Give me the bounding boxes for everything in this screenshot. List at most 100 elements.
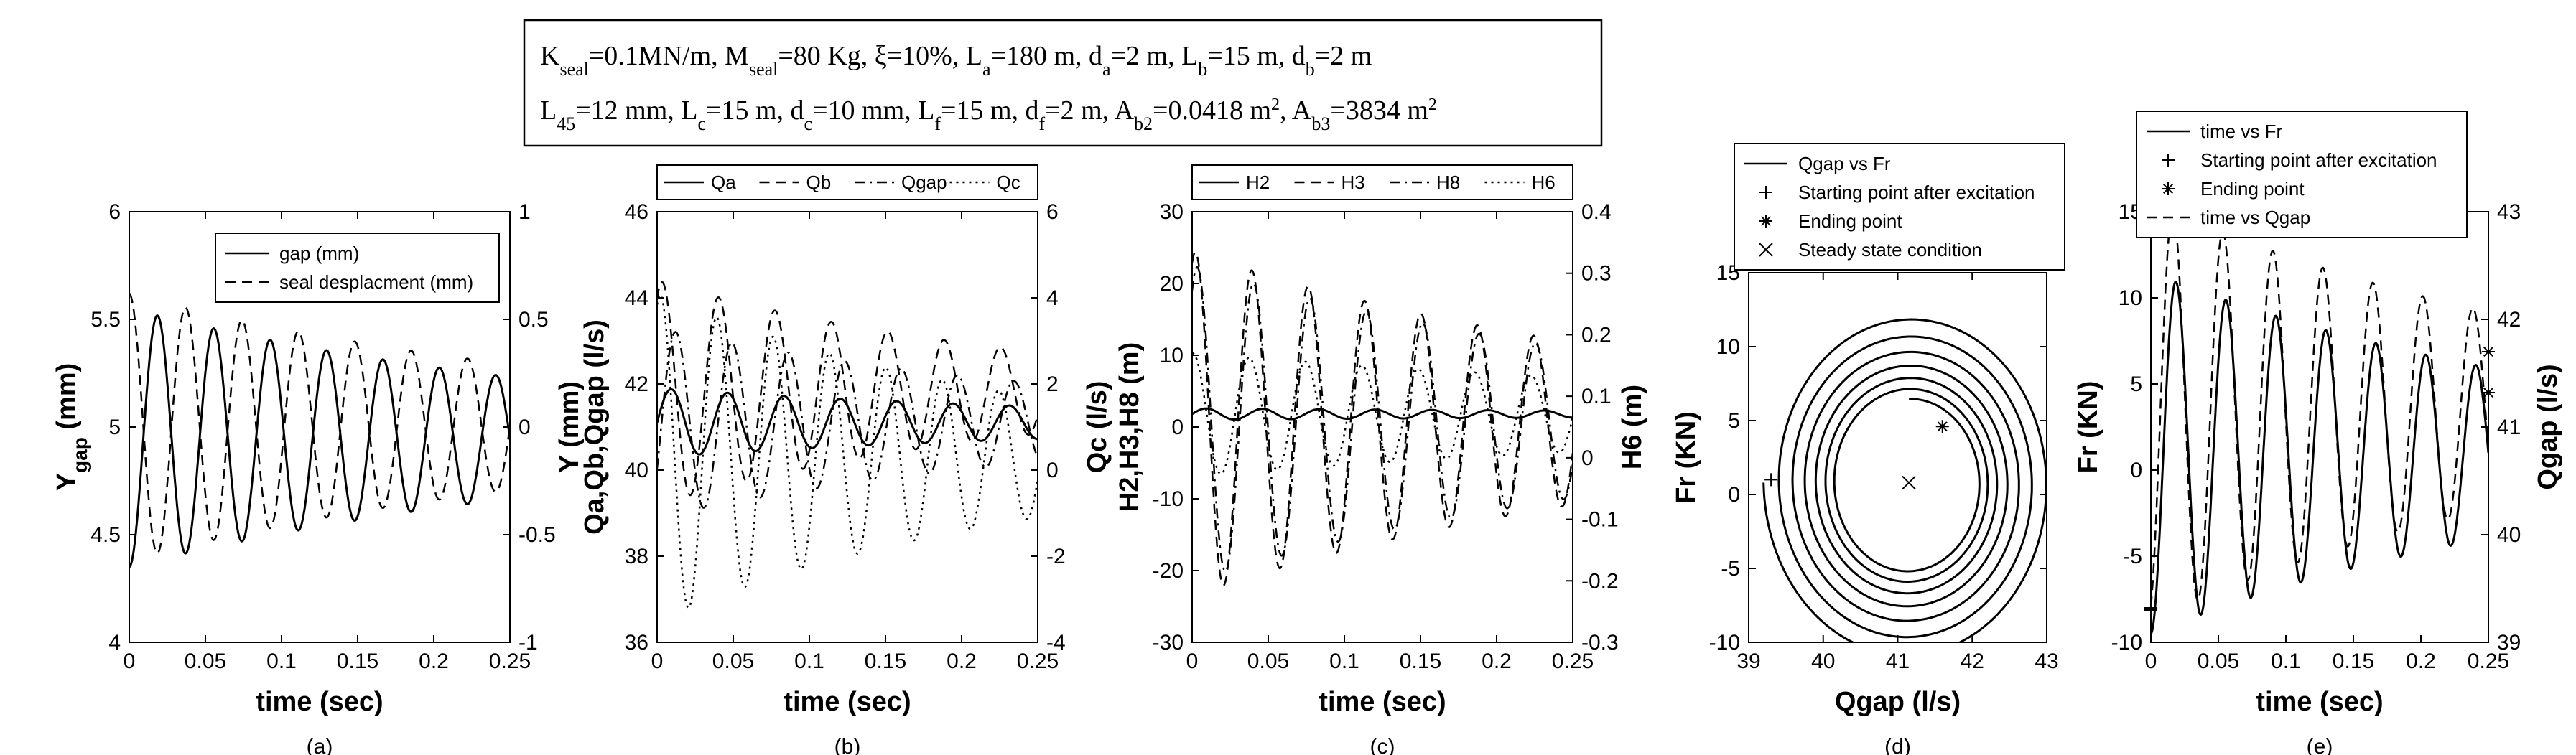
legend: Qa Qb Qgap Qc bbox=[656, 164, 1038, 200]
subscript: seal bbox=[559, 59, 588, 80]
text-segment: L bbox=[540, 95, 557, 126]
subscript: a bbox=[1102, 59, 1111, 80]
x-tick-label: 0.25 bbox=[2468, 650, 2509, 673]
y-right-tick-label: 0 bbox=[1581, 446, 1594, 470]
x-tick-label: 0.05 bbox=[712, 650, 754, 673]
subscript: b2 bbox=[1134, 113, 1153, 134]
x-axis-label: Qgap (l/s) bbox=[1835, 687, 1961, 717]
chart-c: 0 0.05 0.1 0.15 0.2 0.25 -30 -20 -10 0 10 20 30 -0.3 -… bbox=[1115, 164, 1647, 755]
legend-entry: Qa bbox=[711, 172, 736, 193]
y-right-tick-label: -1 bbox=[519, 631, 538, 655]
x-tick-label: 0.1 bbox=[1329, 650, 1359, 673]
x-tick-label: 0.2 bbox=[2406, 650, 2436, 673]
x-tick-label: 0.15 bbox=[2333, 650, 2374, 673]
x-tick-label: 42 bbox=[1961, 650, 1984, 673]
legend: time vs Fr Starting point after excitatio… bbox=[2136, 111, 2468, 238]
text-segment: =12 mm, L bbox=[575, 95, 697, 126]
x-tick-label: 0.05 bbox=[2198, 650, 2239, 673]
legend-entry: H2 bbox=[1246, 172, 1270, 193]
subplot-label: (e) bbox=[2307, 735, 2333, 755]
plot-area bbox=[1762, 318, 2047, 642]
text-segment: =2 m bbox=[1315, 41, 1372, 71]
charts: 0 0.05 0.1 0.15 0.2 0.2544.555.56-1-0.500.51t… bbox=[52, 111, 2563, 755]
series-time-vs-qgap bbox=[2151, 212, 2488, 607]
subplot-label: (d) bbox=[1884, 735, 1911, 755]
y-right-tick-label: 41 bbox=[2497, 416, 2521, 439]
legend-marker bbox=[2162, 182, 2175, 195]
marker-plus bbox=[2144, 604, 2157, 616]
legend-entry: time vs Qgap bbox=[2200, 207, 2310, 228]
x-axis-label: time (sec) bbox=[2256, 687, 2383, 717]
y-tick-label: -10 bbox=[1153, 487, 1184, 511]
text-segment: =80 Kg, ξ=10%, L bbox=[778, 41, 982, 71]
legend-marker bbox=[1759, 186, 1772, 199]
subscript: c bbox=[697, 113, 706, 134]
x-tick-label: 0 bbox=[124, 650, 136, 673]
parameters-line-2: L45=12 mm, Lc=15 m, dc=10 mm, Lf=15 m, d… bbox=[540, 95, 1437, 134]
x-tick-label: 41 bbox=[1886, 650, 1910, 673]
y-right-tick-label: 0 bbox=[519, 416, 531, 439]
legend-entry: Steady state condition bbox=[1798, 239, 1982, 261]
series-h2 bbox=[1192, 407, 1573, 421]
y-tick-label: 46 bbox=[625, 200, 648, 224]
legend-entry: H3 bbox=[1342, 172, 1365, 193]
subscript: b bbox=[1306, 59, 1315, 80]
y-right-axis-label: Qgap (l/s) bbox=[2533, 364, 2563, 489]
y-right-tick-label: 0.3 bbox=[1581, 262, 1612, 286]
y-right-tick-label: 0.4 bbox=[1581, 200, 1612, 224]
y-right-tick-label: 42 bbox=[2497, 308, 2521, 332]
subscript: f bbox=[934, 113, 941, 134]
text-segment: =2 m, L bbox=[1111, 41, 1199, 71]
y-tick-label: 6 bbox=[108, 200, 121, 224]
x-tick-label: 0 bbox=[2145, 650, 2157, 673]
y-tick-label: 10 bbox=[1160, 344, 1184, 367]
y-right-tick-label: 1 bbox=[519, 200, 531, 224]
parameters-box: Kseal=0.1MN/m, Mseal=80 Kg, ξ=10%, La=18… bbox=[523, 19, 1603, 147]
y-tick-label: 5.5 bbox=[90, 308, 121, 332]
legend-entry: seal desplacment (mm) bbox=[279, 271, 473, 293]
y-right-tick-label: 40 bbox=[2497, 523, 2521, 547]
legend-entry: Qb bbox=[806, 172, 832, 193]
legend-frame bbox=[1191, 164, 1573, 200]
y-tick-label: 0 bbox=[1171, 416, 1184, 439]
x-axis-label: time (sec) bbox=[784, 687, 911, 717]
legend-entry: Starting point after excitation bbox=[1798, 182, 2035, 203]
marker-star bbox=[2482, 386, 2495, 399]
y-right-tick-label: -2 bbox=[1046, 545, 1066, 568]
y-tick-label: 4.5 bbox=[90, 523, 121, 547]
chart-b: 0 0.05 0.1 0.15 0.2 0.25363840424446-4-20246t… bbox=[580, 164, 1112, 755]
legend-entry: H8 bbox=[1436, 172, 1460, 193]
y-tick-label: 20 bbox=[1160, 272, 1184, 296]
text-segment: =3834 m bbox=[1330, 95, 1428, 126]
y-axis-label: Fr (KN) bbox=[1671, 411, 1701, 504]
legend-frame bbox=[656, 164, 1038, 200]
y-right-tick-label: -0.1 bbox=[1581, 508, 1619, 532]
x-tick-label: 0.1 bbox=[794, 650, 824, 673]
text-segment: =0.0418 m bbox=[1153, 95, 1271, 126]
axes-frame bbox=[1191, 211, 1573, 643]
subscript: a bbox=[982, 59, 991, 80]
y-axis-label: H2,H3,H8 (m) bbox=[1115, 342, 1145, 512]
x-tick-label: 0.05 bbox=[185, 650, 226, 673]
text-segment: =10 mm, L bbox=[812, 95, 934, 126]
y-tick-label: 38 bbox=[625, 545, 648, 568]
plot-area bbox=[129, 292, 510, 568]
y-right-tick-label: 6 bbox=[1046, 200, 1059, 224]
text-segment: =15 m, d bbox=[941, 95, 1039, 126]
y-right-tick-label: -0.2 bbox=[1581, 569, 1619, 593]
y-tick-label: 44 bbox=[625, 286, 648, 310]
y-right-tick-label: 0.5 bbox=[519, 308, 549, 332]
series-qb bbox=[657, 281, 1038, 497]
y-tick-label: 5 bbox=[2130, 372, 2142, 396]
ylabel-subscript: gap bbox=[69, 437, 91, 473]
y-tick-label: 10 bbox=[1716, 335, 1740, 359]
y-right-tick-label: -0.5 bbox=[519, 523, 556, 547]
legend: gap (mm) seal desplacment (mm) bbox=[215, 233, 500, 303]
legend-entry: Qgap bbox=[901, 172, 947, 193]
marker-cross bbox=[1902, 475, 1916, 490]
text-segment: =15 m, d bbox=[706, 95, 804, 126]
y-tick-label: 42 bbox=[625, 372, 648, 396]
x-tick-label: 0.15 bbox=[865, 650, 906, 673]
y-right-tick-label: 0 bbox=[1046, 459, 1059, 482]
